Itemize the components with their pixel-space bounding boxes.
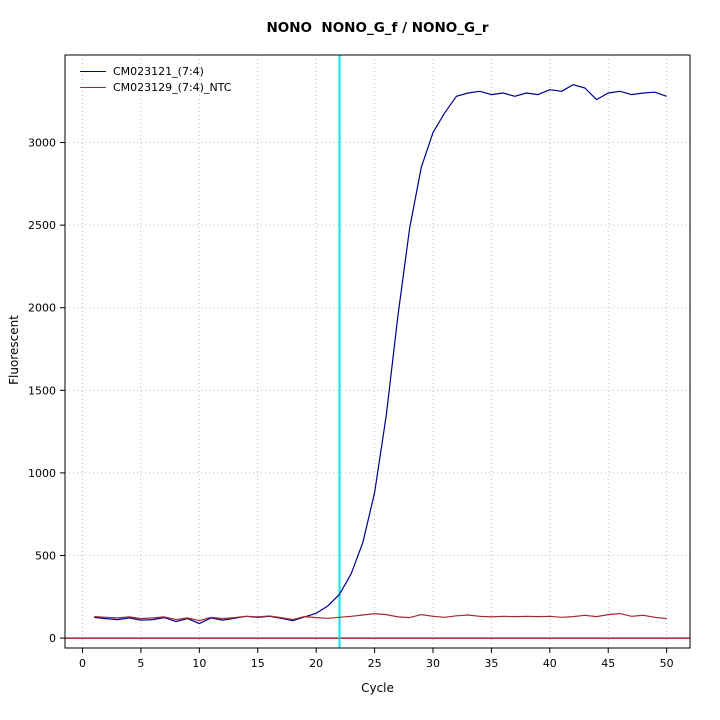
tick-label: 5 bbox=[137, 657, 144, 670]
plot-box bbox=[64, 54, 691, 649]
series-line-2 bbox=[94, 612, 667, 622]
tick-label: 3000 bbox=[28, 137, 56, 150]
legend-item-series-1: CM023121_(7:4) bbox=[80, 63, 231, 79]
tick-label: 2500 bbox=[28, 219, 56, 232]
tick-label: 35 bbox=[484, 657, 498, 670]
tick-label: 10 bbox=[192, 657, 206, 670]
tick-label: 20 bbox=[309, 657, 323, 670]
axes bbox=[60, 142, 668, 653]
tick-label: 0 bbox=[49, 632, 56, 645]
tick-label: 1500 bbox=[28, 384, 56, 397]
tick-label: 25 bbox=[368, 657, 382, 670]
tick-label: 30 bbox=[426, 657, 440, 670]
series-2-line-swatch bbox=[80, 86, 106, 88]
series-line-1 bbox=[94, 84, 667, 625]
tick-label: 45 bbox=[601, 657, 615, 670]
chart-title: NONO NONO_G_f / NONO_G_r bbox=[266, 20, 489, 36]
legend: CM023121_(7:4) CM023129_(7:4)_NTC bbox=[80, 63, 231, 95]
gridlines bbox=[65, 55, 690, 648]
legend-label-series-1: CM023121_(7:4) bbox=[113, 64, 204, 78]
tick-label: 15 bbox=[251, 657, 265, 670]
tick-label: 50 bbox=[660, 657, 674, 670]
tick-label: 40 bbox=[543, 657, 557, 670]
tick-label: 0 bbox=[79, 657, 86, 670]
legend-label-series-2: CM023129_(7:4)_NTC bbox=[113, 80, 232, 94]
tick-label: 500 bbox=[35, 549, 56, 562]
series-1-line-swatch bbox=[80, 70, 106, 72]
tick-label: 2000 bbox=[28, 302, 56, 315]
tick-label: 1000 bbox=[28, 467, 56, 480]
x-axis-label: Cycle bbox=[361, 681, 394, 695]
legend-item-series-2: CM023129_(7:4)_NTC bbox=[80, 79, 231, 95]
